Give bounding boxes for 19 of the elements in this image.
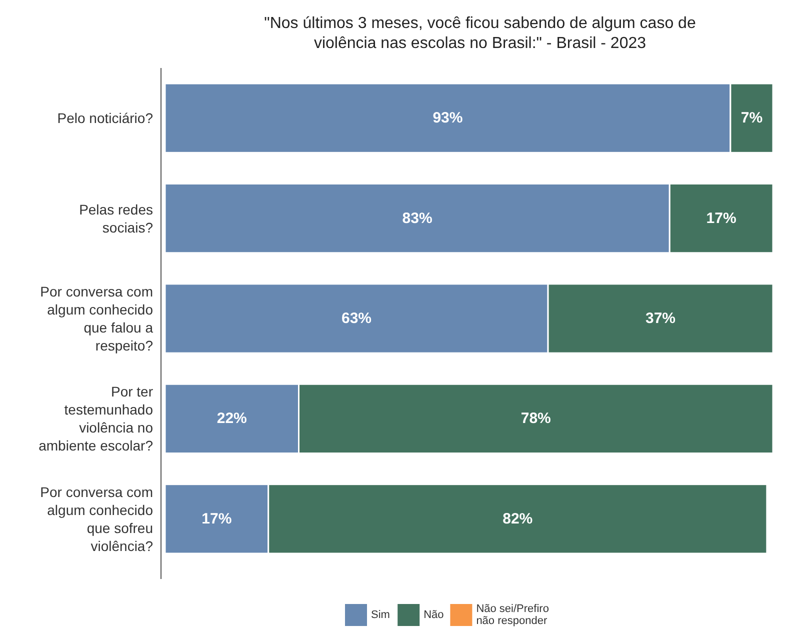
chart-title: "Nos últimos 3 meses, você ficou sabendo de algum caso de violência nas escolas no Brasil:" - Brasil - 2023 (264, 14, 696, 52)
data-label: 17% (202, 510, 232, 528)
data-label: 37% (646, 310, 676, 327)
data-label: 93% (432, 110, 463, 127)
y-tick-label: Por ter testemunhado violência no ambiente escolar? (38, 384, 154, 454)
data-label: 17% (706, 210, 736, 227)
legend-label: Sim (371, 609, 390, 621)
data-label: 22% (216, 410, 247, 428)
data-label: 7% (740, 110, 763, 127)
legend-label: Não sei/Prefiro não responder (476, 603, 549, 627)
data-label: 63% (342, 310, 372, 327)
data-label: 83% (402, 210, 432, 227)
y-tick-label: Pelas redes sociais? (79, 201, 154, 236)
legend-label: Não (424, 609, 444, 621)
y-tick-label: Por conversa com algum conhecido que sofreu violência? (40, 484, 154, 554)
y-tick-label: Pelo noticiário? (57, 110, 154, 126)
y-tick-label: Por conversa com algum conhecido que falou a respeito? (40, 284, 154, 354)
data-label: 78% (520, 410, 551, 428)
data-label: 82% (502, 510, 533, 528)
